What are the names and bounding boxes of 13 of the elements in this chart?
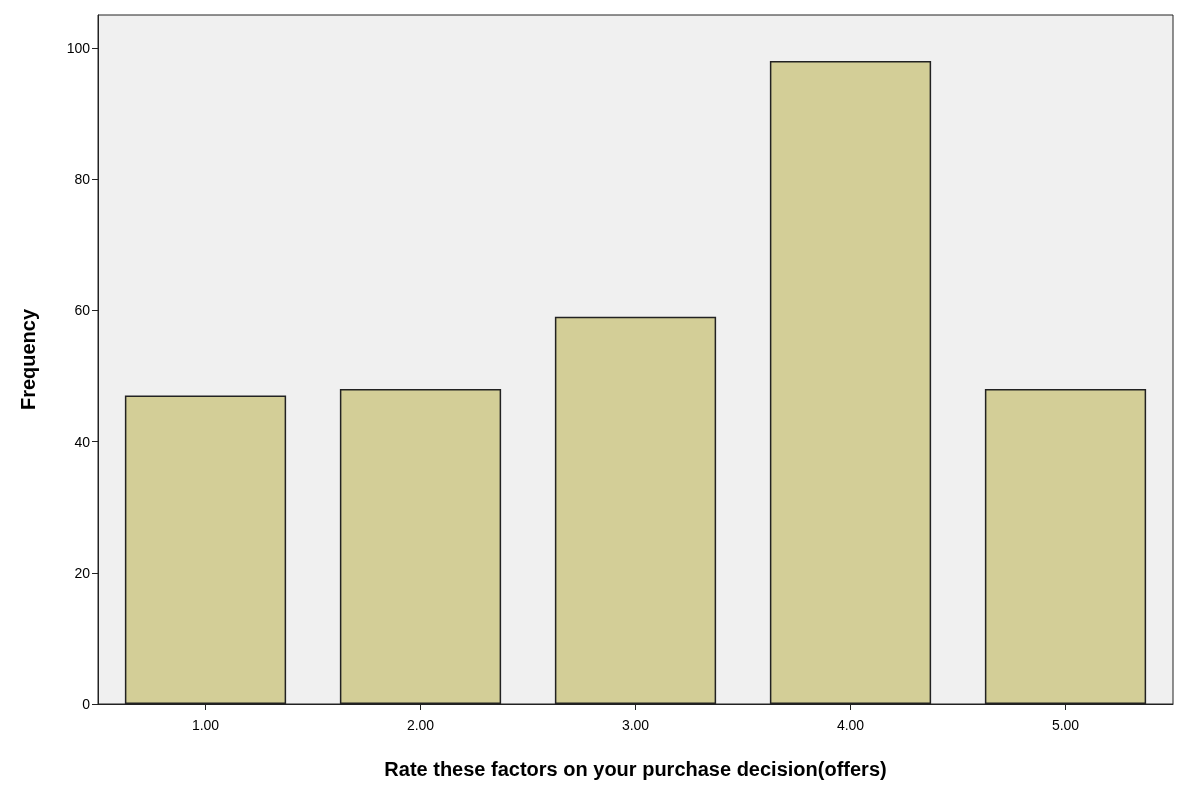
y-tick-label: 20 <box>74 564 91 581</box>
y-tick-label: 60 <box>74 302 91 319</box>
x-tick-label: 1.00 <box>191 717 220 733</box>
y-tick-label: 80 <box>74 171 91 188</box>
x-tick-label: 3.00 <box>621 717 650 733</box>
y-tick-label: 100 <box>66 39 91 56</box>
x-tick-label: 5.00 <box>1051 717 1080 733</box>
x-tick-label: 4.00 <box>836 717 865 733</box>
y-axis-title: Frequency <box>17 308 39 411</box>
y-tick-label: 40 <box>74 433 91 450</box>
x-tick-label: 2.00 <box>406 717 435 733</box>
x-axis-title: Rate these factors on your purchase decision(offers) <box>384 758 887 780</box>
y-tick-label: 0 <box>82 696 91 712</box>
